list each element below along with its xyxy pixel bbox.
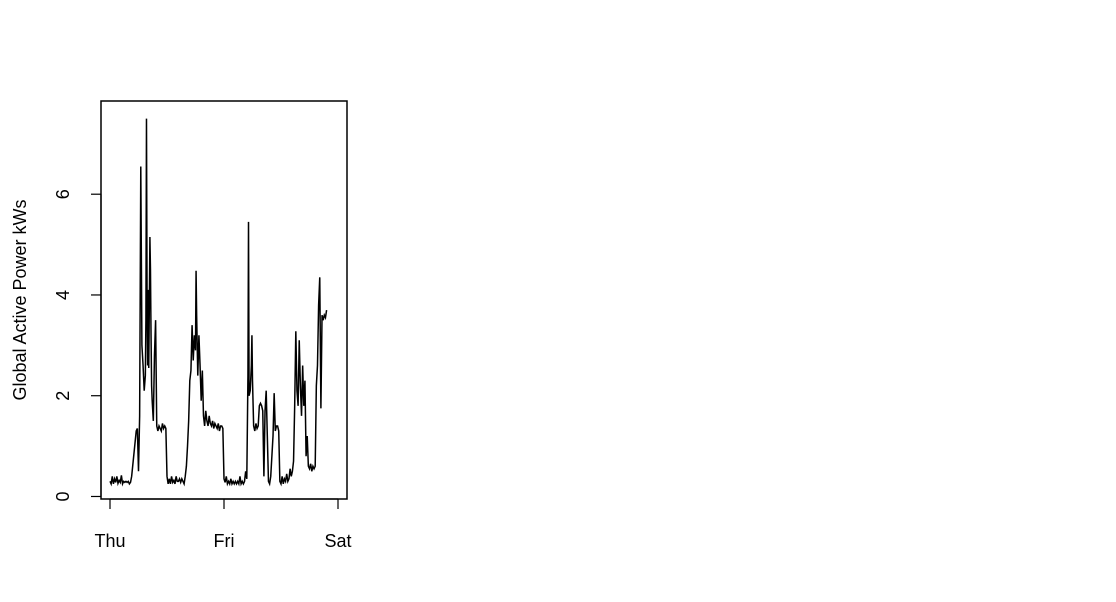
y-axis-label: Global Active Power kWs — [10, 199, 30, 400]
x-tick-label-thu: Thu — [94, 531, 125, 551]
y-tick-label: 4 — [53, 290, 73, 300]
x-tick-label-sat: Sat — [324, 531, 351, 551]
y-tick-label: 6 — [53, 189, 73, 199]
y-axis: 0 2 4 6 — [53, 189, 102, 501]
x-axis: Thu Fri Sat — [94, 498, 352, 551]
y-tick-label: 0 — [53, 491, 73, 501]
y-tick-label: 2 — [53, 391, 73, 401]
x-tick-label-fri: Fri — [214, 531, 235, 551]
series-line-global-active-power — [109, 118, 328, 487]
